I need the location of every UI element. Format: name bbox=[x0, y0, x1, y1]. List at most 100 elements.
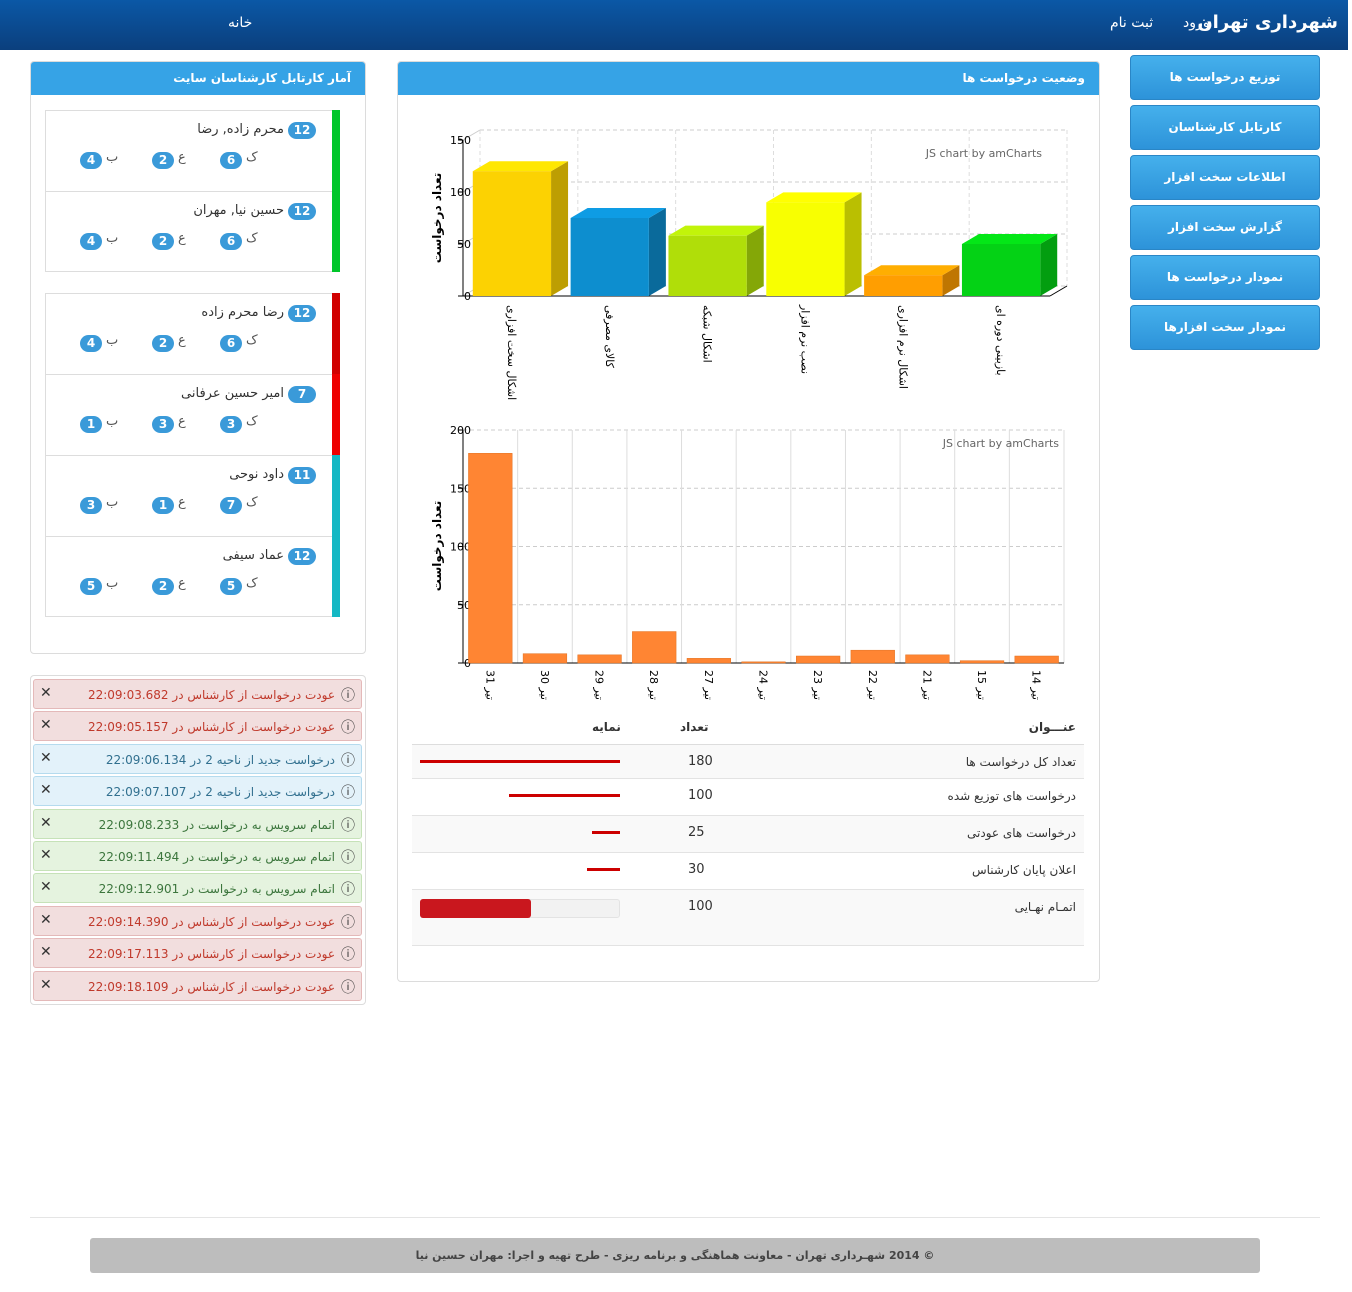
bar-top bbox=[668, 225, 764, 236]
x-tick-label: اشکال شبکه bbox=[701, 305, 714, 363]
close-button[interactable]: ✕ bbox=[40, 976, 52, 993]
y-axis-label: تعداد درخواست bbox=[430, 173, 445, 264]
close-button[interactable]: ✕ bbox=[40, 944, 52, 961]
count-badge: 3 bbox=[152, 416, 174, 433]
bar-top bbox=[570, 208, 666, 218]
menu-button[interactable]: کارتابل کارشناسان bbox=[1130, 105, 1320, 150]
menu-button[interactable]: نمودار سخت افزارها bbox=[1130, 305, 1320, 350]
row-title: درخواست های عودتی bbox=[967, 826, 1076, 840]
bar-side bbox=[746, 225, 764, 296]
alert-text: عودت درخواست از کارشناس در 22:09:05.157 bbox=[87, 720, 335, 735]
status-bar bbox=[332, 191, 340, 272]
nav-link[interactable]: خانه bbox=[228, 15, 253, 31]
close-button[interactable]: ✕ bbox=[40, 782, 52, 799]
count-badge: 11 bbox=[288, 467, 316, 484]
x-tick-label: 29 تیر bbox=[593, 670, 606, 700]
bar-top bbox=[961, 234, 1058, 244]
alert: درخواست جدید از ناحیه 2 در 22:09:07.107 ⓘ… bbox=[33, 776, 362, 807]
y-tick-label: 100 bbox=[450, 186, 471, 199]
status-bar bbox=[332, 293, 340, 374]
bar-side bbox=[648, 208, 666, 296]
progress-bar bbox=[420, 899, 532, 918]
x-tick-label: 30 تیر bbox=[538, 670, 551, 700]
table-row bbox=[412, 853, 1084, 890]
count-label: ک bbox=[246, 150, 258, 165]
credit: JS chart by amCharts bbox=[942, 437, 1059, 450]
status-bar bbox=[332, 374, 340, 455]
status-bar bbox=[332, 536, 340, 617]
menu-button[interactable]: نمودار درخواست ها bbox=[1130, 255, 1320, 300]
x-tick-label: اشکال سخت افزاری bbox=[505, 305, 518, 400]
count-badge: 7 bbox=[220, 497, 242, 514]
y-tick-label: 200 bbox=[450, 424, 471, 437]
count-label: ب bbox=[106, 576, 119, 591]
alert-text: اتمام سرویس به درخواست در 22:09:12.901 bbox=[98, 882, 335, 897]
close-button[interactable]: ✕ bbox=[40, 814, 52, 831]
expert-name: محرم زاده, رضا bbox=[197, 122, 284, 137]
x-axis bbox=[1049, 285, 1068, 297]
bar-side bbox=[844, 192, 862, 296]
expert-name: رضا محرم زاده bbox=[201, 305, 284, 320]
count-badge: 4 bbox=[80, 233, 102, 250]
bar bbox=[1014, 655, 1059, 664]
menu-button[interactable]: اطلاعات سخت افزار bbox=[1130, 155, 1320, 200]
nav-link[interactable]: ورود bbox=[1183, 15, 1210, 31]
close-button[interactable]: ✕ bbox=[40, 847, 52, 863]
alert-icon: ⓘ bbox=[341, 720, 355, 737]
close-button[interactable]: ✕ bbox=[40, 749, 52, 766]
close-button[interactable]: ✕ bbox=[40, 911, 52, 928]
row-bar bbox=[420, 760, 620, 763]
count-label: ع bbox=[178, 333, 186, 348]
y-axis-label: تعداد درخواست bbox=[430, 501, 445, 592]
alert-text: عودت درخواست از کارشناس در 22:09:14.390 bbox=[87, 914, 335, 929]
footer-rule bbox=[30, 1217, 1320, 1218]
row-bar bbox=[508, 794, 620, 797]
count-badge: 12 bbox=[288, 305, 316, 322]
count-badge: 12 bbox=[288, 203, 316, 220]
x-tick-label: نصب نرم افزار bbox=[798, 304, 811, 374]
close-button[interactable]: ✕ bbox=[40, 717, 52, 734]
count-badge: 1 bbox=[152, 497, 174, 514]
footer: © 2014 شهـرداری تهران - معاونت هماهنگی و… bbox=[90, 1238, 1260, 1273]
table-header: عنـــوان bbox=[1028, 720, 1076, 734]
menu-button[interactable]: گزارش سخت افزار bbox=[1130, 205, 1320, 250]
bar bbox=[961, 244, 1041, 296]
alert-text: اتمام سرویس به درخواست در 22:09:11.494 bbox=[98, 850, 335, 864]
count-badge: 5 bbox=[80, 578, 102, 595]
y-tick-label: 100 bbox=[450, 541, 471, 554]
count-badge: 6 bbox=[220, 233, 242, 250]
table-rule bbox=[412, 744, 1084, 745]
count-label: ب bbox=[106, 231, 119, 246]
bar bbox=[632, 631, 677, 664]
row-count: 100 bbox=[688, 788, 713, 803]
count-label: ع bbox=[178, 231, 186, 246]
bar bbox=[577, 654, 622, 664]
x-tick-label: 14 تیر bbox=[1030, 670, 1043, 700]
bar bbox=[472, 171, 552, 296]
bar bbox=[686, 658, 731, 664]
count-badge: 3 bbox=[80, 497, 102, 514]
bar bbox=[570, 218, 649, 296]
count-badge: 7 bbox=[288, 386, 316, 403]
alert-icon: ⓘ bbox=[341, 882, 355, 899]
x-tick-label: 28 تیر bbox=[647, 670, 660, 700]
y-tick-label: 50 bbox=[457, 238, 471, 251]
brand[interactable]: شهرداری تهران bbox=[1197, 12, 1338, 33]
nav-link[interactable]: ثبت نام bbox=[1110, 15, 1154, 31]
expert-name: عماد سیفی bbox=[222, 548, 284, 563]
alert-text: درخواست جدید از ناحیه 2 در 22:09:07.107 bbox=[105, 785, 335, 800]
bar bbox=[741, 661, 786, 664]
bar bbox=[766, 202, 845, 296]
alert-text: عودت درخواست از کارشناس در 22:09:18.109 bbox=[87, 979, 335, 994]
expert-name: داود نوحی bbox=[229, 467, 284, 482]
count-label: ک bbox=[246, 231, 258, 246]
close-button[interactable]: ✕ bbox=[40, 879, 52, 896]
x-tick-label: 22 تیر bbox=[866, 670, 879, 700]
alert: عودت درخواست از کارشناس در 22:09:18.109 ⓘ… bbox=[33, 970, 362, 1001]
x-tick-label: بازبینی دوره ای bbox=[994, 305, 1007, 376]
alert-icon: ⓘ bbox=[341, 817, 355, 834]
menu-button[interactable]: توزیع درخواست ها bbox=[1130, 55, 1320, 100]
close-button[interactable]: ✕ bbox=[40, 685, 52, 701]
alert-text: درخواست جدید از ناحیه 2 در 22:09:06.134 bbox=[105, 752, 335, 767]
